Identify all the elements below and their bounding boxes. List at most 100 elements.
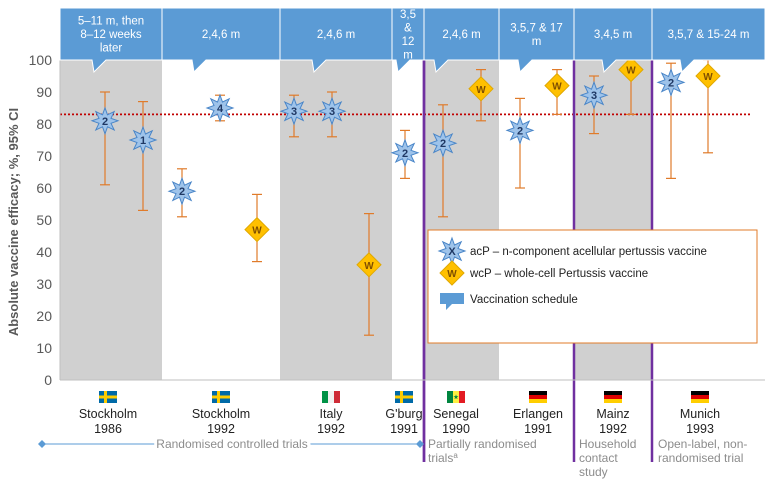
flag-cross-h [212, 395, 230, 399]
acp-marker-shape [167, 176, 197, 206]
data-point-wcp: W [695, 59, 721, 154]
trial-year: 1993 [686, 422, 714, 436]
y-tick-label: 70 [36, 148, 52, 164]
y-tick-label: 0 [44, 372, 52, 388]
acp-marker-shape [90, 106, 120, 136]
flag-italy-icon [322, 391, 340, 403]
schedule-text: 3,5,7 & 17 [510, 22, 562, 34]
flag-germany-icon [529, 391, 547, 403]
data-point-wcp: W [468, 68, 494, 122]
trial-place: Mainz [596, 407, 629, 421]
group-label-partial-1: Partially randomised [428, 437, 537, 451]
trial-year: 1992 [207, 422, 235, 436]
schedule-text: later [100, 43, 123, 55]
acp-marker-shape [390, 138, 420, 168]
y-axis-title: Absolute vaccine efficacy; %, 95% CI [6, 108, 21, 336]
flag-stripe [529, 391, 547, 395]
data-point-wcp: W [544, 68, 570, 116]
legend-schedule-symbol [440, 293, 464, 310]
data-point-wcp: W [244, 193, 270, 263]
y-tick-label: 60 [36, 180, 52, 196]
flag-stripe [604, 399, 622, 403]
schedule-text: 2,4,6 m [202, 29, 240, 41]
trial-place: Italy [320, 407, 344, 421]
trial-year: 1991 [524, 422, 552, 436]
flag-sweden-icon [395, 391, 413, 403]
flag-senegal-icon [447, 391, 465, 403]
acp-marker-label: 2 [517, 125, 523, 137]
wcp-marker-label: W [252, 226, 262, 237]
flag-stripe [447, 391, 453, 403]
acp-marker-label: 3 [329, 106, 335, 118]
y-tick-label: 90 [36, 84, 52, 100]
flag-stripe [691, 391, 709, 395]
flag-stripe [328, 391, 334, 403]
schedule-text: m [403, 49, 413, 61]
data-point-acp: 4 [205, 93, 235, 123]
trial-place: Erlangen [513, 407, 563, 421]
legend-acp-label: acP – n-component acellular pertussis va… [470, 246, 707, 258]
flag-cross-h [395, 395, 413, 399]
flag-star [453, 394, 459, 400]
data-point-acp: 2 [656, 62, 686, 179]
acp-marker-shape [317, 96, 347, 126]
y-tick-label: 10 [36, 340, 52, 356]
schedule-text: 12 [402, 36, 415, 48]
acp-marker-label: 4 [217, 103, 224, 115]
data-points: 2 1 2 4 W 3 3 W 2 2 W 2 W 3 W 2 W [90, 56, 721, 336]
y-tick-label: 80 [36, 116, 52, 132]
acp-marker-shape [428, 128, 458, 158]
acp-marker-label: 3 [591, 90, 597, 102]
acp-marker-shape [505, 115, 535, 145]
trial-place: G'burg [385, 407, 422, 421]
y-axis: Absolute vaccine efficacy; %, 95% CI 0 10… [6, 52, 765, 388]
wcp-marker-label: W [364, 261, 374, 272]
acp-marker-label: 1 [140, 135, 146, 147]
acp-marker-label: 2 [402, 148, 408, 160]
flag-stripe [691, 395, 709, 399]
data-point-acp: 2 [167, 168, 197, 218]
schedule-text: 8–12 weeks [80, 29, 142, 41]
acp-marker-shape [205, 93, 235, 123]
group-label-superscript: a [453, 451, 458, 460]
data-point-acp: 3 [317, 91, 347, 138]
trial-place: Stockholm [79, 407, 137, 421]
flag-stripe [529, 399, 547, 403]
acp-marker-label: 3 [291, 106, 297, 118]
legend-box [427, 229, 758, 344]
trial-labels: Stockholm1986Stockholm1992Italy1992G'bur… [38, 391, 747, 479]
data-point-acp: 1 [128, 100, 158, 211]
legend-schedule-label: Vaccination schedule [470, 294, 578, 306]
y-tick-label: 100 [29, 52, 53, 68]
legend: acP – n-component acellular pertussis va… [427, 229, 758, 344]
legend-wcp-symbol-label: W [447, 269, 457, 280]
wcp-marker-shape [468, 76, 494, 102]
trial-year: 1990 [442, 422, 470, 436]
acp-marker-label: 2 [179, 186, 185, 198]
data-point-wcp: W [356, 213, 382, 336]
y-tick-label: 30 [36, 276, 52, 292]
group-label-openlabel-1: Open-label, non- [658, 437, 747, 451]
group-label-household-1: Household [579, 437, 636, 451]
group-rule-end [416, 440, 424, 448]
schedule-text: 2,4,6 m [442, 29, 480, 41]
trial-year: 1992 [317, 422, 345, 436]
group-label-household-2: contact [579, 451, 618, 465]
flag-cross-h [99, 395, 117, 399]
flag-germany-icon [604, 391, 622, 403]
group-rule-end [38, 440, 46, 448]
flag-stripe [691, 399, 709, 403]
trial-band [392, 60, 424, 380]
y-tick-label: 20 [36, 308, 52, 324]
trial-place: Munich [680, 407, 720, 421]
trial-year: 1992 [599, 422, 627, 436]
acp-marker-label: 2 [440, 138, 446, 150]
schedule-callout [651, 7, 765, 74]
wcp-marker-shape [618, 56, 644, 83]
wcp-marker-label: W [626, 66, 636, 77]
schedule-text: 3,5 [400, 9, 416, 21]
wcp-marker-label: W [476, 85, 486, 96]
y-tick-label: 50 [36, 212, 52, 228]
